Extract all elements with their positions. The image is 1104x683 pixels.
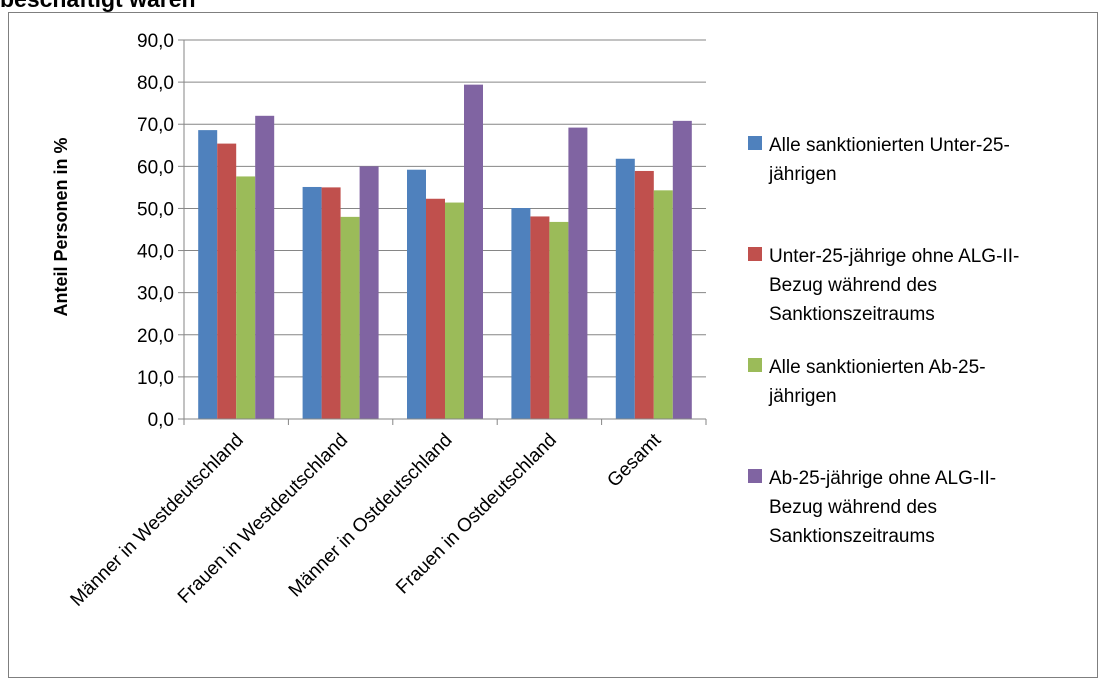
- bar: [255, 115, 275, 420]
- bar: [321, 187, 341, 419]
- bar: [340, 216, 360, 419]
- bar: [407, 169, 426, 419]
- bar: [549, 221, 569, 419]
- chart-frame: [8, 12, 1098, 678]
- y-tick-label: 80,0: [137, 73, 174, 94]
- bar: [530, 216, 550, 419]
- axes: [183, 40, 707, 425]
- legend-label: Sanktionszeitraums: [769, 526, 935, 547]
- y-tick-label: 30,0: [137, 284, 174, 305]
- legend-swatch: [748, 358, 762, 372]
- legend-label: Ab-25-jährige ohne ALG-II-: [769, 468, 996, 489]
- bar: [511, 208, 531, 419]
- bars: [198, 84, 692, 420]
- y-tick-label: 70,0: [137, 115, 174, 136]
- x-tick-label: Frauen in Westdeutschland: [174, 430, 352, 608]
- y-tick-labels: 0,0 10,0 20,0 30,0 40,0 50,0 60,0 70,0 80,0 90,0: [137, 31, 174, 431]
- legend-label: Bezug während des: [769, 497, 937, 518]
- x-tick-label: Männer in Westdeutschland: [67, 430, 248, 611]
- bar: [634, 170, 654, 419]
- chart-title-fragment: beschäftigt waren: [0, 0, 196, 13]
- legend-swatch: [748, 469, 762, 483]
- legend-label: Sanktionszeitraums: [769, 304, 935, 325]
- bar: [426, 198, 445, 419]
- y-tick-label: 0,0: [148, 410, 174, 431]
- y-tick-label: 20,0: [137, 326, 174, 347]
- y-tick-label: 10,0: [137, 368, 174, 389]
- x-tick-label: Gesamt: [603, 429, 665, 491]
- legend-label: Alle sanktionierten Ab-25-: [769, 357, 986, 378]
- bar: [464, 84, 483, 419]
- bar: [359, 166, 379, 419]
- legend-swatch: [748, 136, 762, 150]
- legend-label: Alle sanktionierten Unter-25-: [769, 135, 1010, 156]
- bar: [198, 130, 218, 419]
- legend-label: jährigen: [768, 386, 837, 407]
- y-tick-label: 50,0: [137, 199, 174, 220]
- y-tick-label: 90,0: [137, 31, 174, 52]
- legend-swatch: [748, 247, 762, 261]
- y-axis-label: Anteil Personen in %: [51, 137, 71, 316]
- legend-label: Unter-25-jährige ohne ALG-II-: [769, 246, 1019, 267]
- bar: [653, 190, 673, 419]
- legend-label: Bezug während des: [769, 275, 937, 296]
- bar: [445, 202, 464, 419]
- bar: [672, 120, 692, 419]
- bar: [217, 143, 237, 420]
- legend: Alle sanktionierten Unter-25- jährigen Unt…: [748, 135, 1019, 547]
- bar: [302, 186, 322, 419]
- bar: [236, 176, 256, 419]
- bar: [615, 158, 635, 419]
- y-tick-label: 40,0: [137, 242, 174, 263]
- legend-label: jährigen: [768, 164, 837, 185]
- y-tick-label: 60,0: [137, 157, 174, 178]
- bar: [568, 127, 588, 419]
